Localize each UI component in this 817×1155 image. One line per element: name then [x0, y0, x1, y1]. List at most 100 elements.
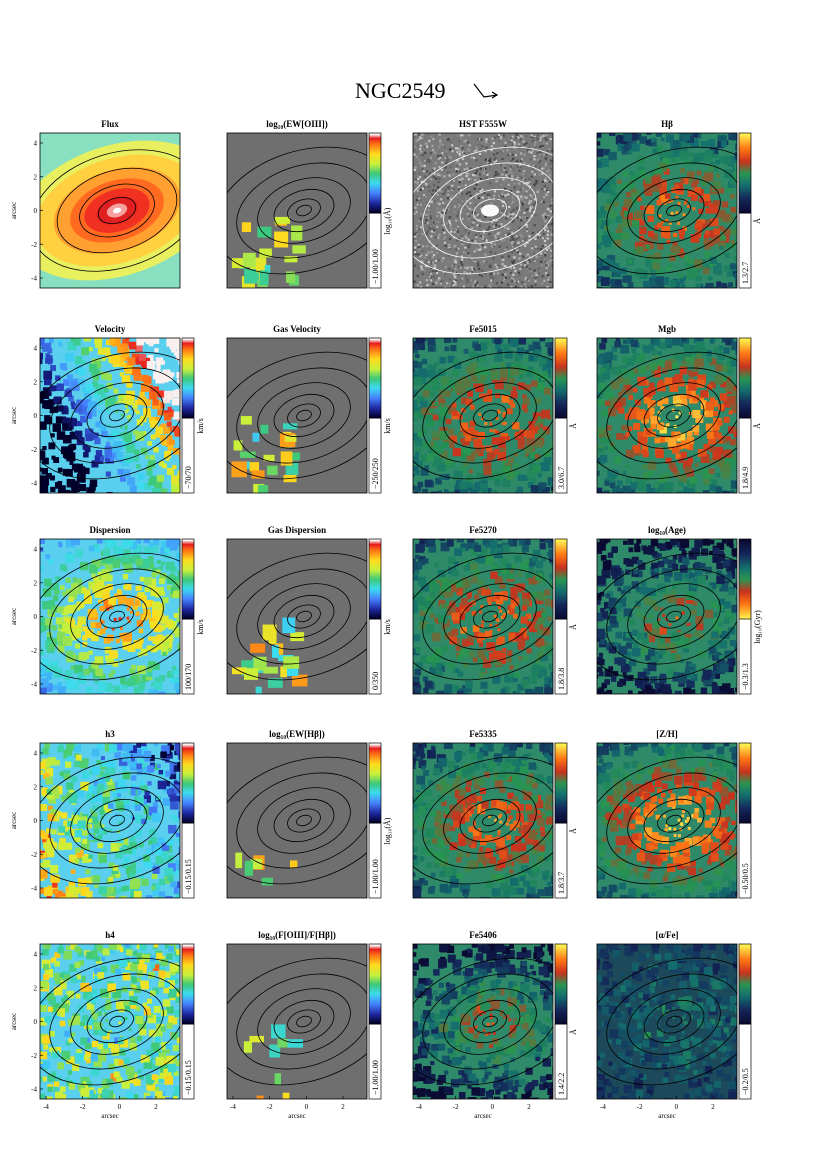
x-tick-label: 0 [675, 1103, 679, 1111]
y-tick-label: 0 [34, 817, 38, 825]
panel-title: log₁₀(EW[OIII]) [266, 119, 327, 129]
y-axis-label: arcsec [10, 202, 18, 219]
panel-1-2: Fe5015 3.0/6.7 Å [412, 324, 578, 494]
y-tick-label: -4 [31, 681, 37, 689]
colorbar-range: 100/170 [184, 664, 193, 690]
panel-title: log₁₀(Age) [648, 525, 686, 535]
x-axis-label: arcsec [288, 1112, 305, 1120]
panel-frame [596, 538, 738, 695]
panel-title: Flux [101, 119, 119, 129]
x-tick-label: -4 [43, 1103, 49, 1111]
colorbar: −0.15/0.15 [181, 943, 195, 1100]
panel-frame [226, 132, 368, 289]
x-axis-label: arcsec [658, 1112, 675, 1120]
panel-1-0: Velocity -4 -2 0 2 4 arcsec −70/70 km/s [10, 324, 205, 494]
y-tick-label: 4 [34, 140, 38, 148]
colorbar-range: −70/70 [184, 466, 193, 489]
colorbar-unit: Å [569, 828, 578, 834]
panel-frame [226, 538, 368, 695]
panel-title: Gas Velocity [273, 324, 321, 334]
panel-frame [226, 943, 368, 1100]
colorbar-range: 1.8/3.7 [557, 872, 566, 894]
x-tick-label: 0 [305, 1103, 309, 1111]
panel-title: HST F555W [459, 119, 507, 129]
panel-title: [α/Fe] [655, 930, 678, 940]
x-axis-label: arcsec [101, 1112, 118, 1120]
panel-0-2: HST F555W [412, 119, 554, 289]
colorbar: −1.00/1.00 [368, 943, 382, 1100]
panel-title: Mgb [658, 324, 676, 334]
panel-4-3: [α/Fe] -4 -2 0 2 arcsec −0.2/0.5 [596, 930, 752, 1120]
panel-frame [412, 132, 554, 289]
colorbar: 0/350 km/s [368, 538, 392, 695]
panel-title: log₁₀(EW[Hβ]) [269, 729, 325, 739]
x-tick-label: -2 [80, 1103, 86, 1111]
x-tick-label: 2 [527, 1103, 531, 1111]
panel-3-1: log₁₀(EW[Hβ]) −1.00/1.00 log₁₀(Å) [226, 729, 392, 899]
panel-0-3: Hβ 1.3/2.7 Å [596, 119, 762, 289]
y-axis-label: arcsec [10, 608, 18, 625]
colorbar: 100/170 km/s [181, 538, 205, 695]
panel-title: Fe5015 [469, 324, 497, 334]
panel-grid: Flux -4 -2 0 2 4 arcsec log₁₀(EW[OIII]) −1.00/1.… [10, 119, 762, 1120]
y-tick-label: 2 [34, 378, 38, 386]
y-axis-label: arcsec [10, 812, 18, 829]
colorbar: −250/250 km/s [368, 337, 392, 494]
colorbar-range: 0/350 [371, 672, 380, 690]
colorbar: −0.15/0.15 [181, 742, 195, 899]
y-tick-label: 4 [34, 345, 38, 353]
panel-title: Gas Dispersion [268, 525, 326, 535]
panel-3-3: [Z/H] −0.50/0.5 [596, 729, 752, 899]
y-axis-label: arcsec [10, 407, 18, 424]
y-tick-label: -4 [31, 275, 37, 283]
panel-title: log₁₀(F[OIII]/F[Hβ]) [258, 930, 336, 940]
colorbar-unit: Å [569, 423, 578, 429]
colorbar-range: −1.00/1.00 [371, 859, 380, 894]
y-axis-label: arcsec [10, 1013, 18, 1030]
x-tick-label: -2 [453, 1103, 459, 1111]
x-tick-label: 2 [711, 1103, 715, 1111]
colorbar-unit: Å [569, 624, 578, 630]
north-east-arrow-icon [473, 83, 499, 99]
panel-frame [596, 132, 738, 289]
panel-3-2: Fe5335 1.8/3.7 Å [412, 729, 578, 899]
panel-3-0: h3 -4 -2 0 2 4 arcsec −0.15/0.15 [10, 729, 195, 899]
y-tick-label: 2 [34, 579, 38, 587]
colorbar-range: −0.3/1.3 [741, 663, 750, 690]
y-tick-label: -4 [31, 1086, 37, 1094]
y-tick-label: -2 [31, 446, 37, 454]
panel-frame [596, 943, 738, 1100]
panel-frame [596, 337, 738, 494]
y-tick-label: 0 [34, 1018, 38, 1026]
panel-title: [Z/H] [656, 729, 678, 739]
y-tick-label: -2 [31, 241, 37, 249]
panel-4-2: Fe5406 -4 -2 0 2 arcsec 1.4/2.2 Å [412, 930, 578, 1120]
colorbar: 1.4/2.2 Å [554, 943, 578, 1100]
x-tick-label: 2 [154, 1103, 158, 1111]
panel-frame [412, 337, 554, 494]
colorbar: 1.8/3.7 Å [554, 742, 578, 899]
colorbar-range: −1.00/1.00 [371, 249, 380, 284]
y-tick-label: -2 [31, 1052, 37, 1060]
x-tick-label: -4 [600, 1103, 606, 1111]
colorbar-range: −0.15/0.15 [184, 1060, 193, 1095]
x-tick-label: -4 [230, 1103, 236, 1111]
colorbar-range: 1.8/3.8 [557, 668, 566, 690]
colorbar: −0.3/1.3 log₁₀(Gyr) [738, 538, 762, 695]
panel-2-0: Dispersion -4 -2 0 2 4 arcsec 100/170 km/s [10, 525, 205, 695]
colorbar-unit: Å [753, 423, 762, 429]
y-tick-label: 0 [34, 613, 38, 621]
y-tick-label: -4 [31, 885, 37, 893]
panel-2-2: Fe5270 1.8/3.8 Å [412, 525, 578, 695]
panel-frame [596, 742, 738, 899]
panel-2-1: Gas Dispersion 0/350 km/s [226, 525, 392, 695]
colorbar-range: 1.3/2.7 [741, 262, 750, 284]
x-tick-label: 2 [341, 1103, 345, 1111]
y-tick-label: 4 [34, 951, 38, 959]
panel-title: Fe5335 [469, 729, 497, 739]
panel-4-0: h4 -4 -2 0 2 4 arcsec -4 -2 0 2 arcsec −0.15/0.15 [10, 930, 195, 1120]
colorbar: −70/70 km/s [181, 337, 205, 494]
x-tick-label: 0 [491, 1103, 495, 1111]
y-tick-label: 2 [34, 173, 38, 181]
